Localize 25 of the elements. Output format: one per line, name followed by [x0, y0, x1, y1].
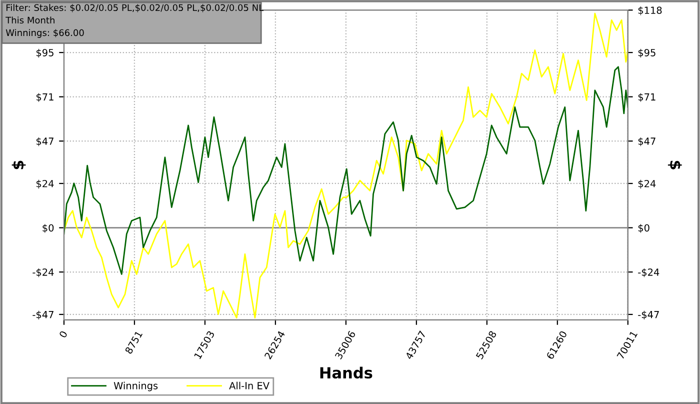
y2-tick-label: $0 [638, 224, 650, 233]
y-tick-label: $24 [36, 180, 54, 189]
y2-tick-label: -$24 [638, 268, 660, 278]
y-tick-label: $95 [36, 48, 54, 58]
y-tick-label: $71 [36, 93, 54, 102]
y-tick-label: -$24 [32, 268, 54, 278]
y-tick-label: $0 [42, 224, 54, 233]
y2-tick-label: $95 [638, 48, 656, 58]
y2-tick-label: $118 [638, 6, 662, 16]
line-series [64, 66, 628, 275]
y2-tick-label: $24 [638, 180, 656, 189]
annotation: Filter: Stakes: $0.02/0.05 PL,$0.02/0.05 PL,$0.02/0.05 NL [6, 4, 264, 12]
x-axis-title: Hands [320, 366, 372, 379]
y-axis-title: $ [12, 160, 26, 170]
y2-tick-label: -$47 [638, 310, 659, 320]
x-tick-label: 0 [58, 330, 68, 338]
legend-label: Winnings [114, 382, 158, 392]
annotation: Winnings: $66.00 [6, 29, 84, 38]
y2-axis-title: $ [668, 160, 682, 170]
y2-tick-label: $47 [638, 137, 656, 146]
y2-tick-label: $71 [638, 93, 656, 102]
legend-label: All-In EV [229, 382, 270, 390]
text: This Month [6, 16, 54, 24]
y-tick-label: -$47 [32, 310, 54, 320]
y-tick-label: $47 [36, 137, 54, 146]
